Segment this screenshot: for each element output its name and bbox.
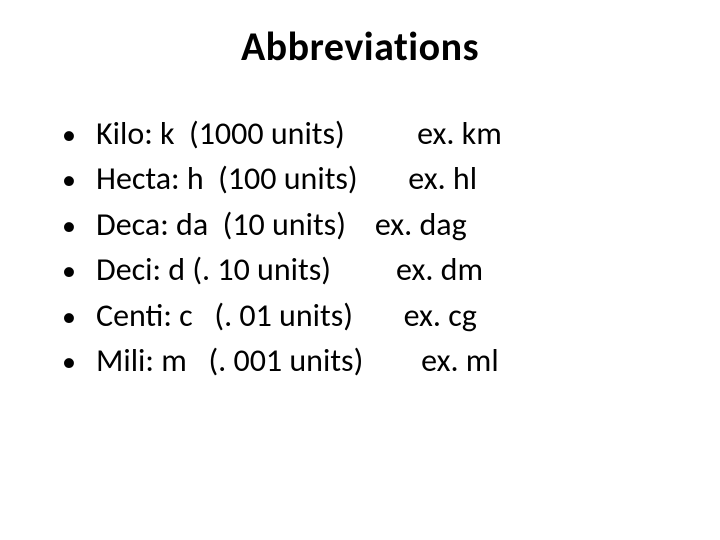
bullet-icon: • xyxy=(62,251,96,291)
bullet-icon: • xyxy=(62,297,96,337)
list-item: • Mili: m (. 001 units) ex. ml xyxy=(62,338,680,383)
item-example: ex. ml xyxy=(363,338,498,383)
slide: Abbreviations • Kilo: k (1000 units) ex.… xyxy=(0,0,720,540)
item-prefix: Deca: da (10 units) xyxy=(96,202,346,247)
item-example: ex. hl xyxy=(358,156,477,201)
item-prefix: Mili: m (. 001 units) xyxy=(96,338,363,383)
list-item: • Deci: d (. 10 units) ex. dm xyxy=(62,247,680,292)
item-example: ex. km xyxy=(345,111,502,156)
list-item: • Deca: da (10 units) ex. dag xyxy=(62,202,680,247)
item-prefix: Centi: c (. 01 units) xyxy=(96,293,353,338)
item-prefix: Hecta: h (100 units) xyxy=(96,156,358,201)
list-item: • Centi: c (. 01 units) ex. cg xyxy=(62,293,680,338)
list-item: • Hecta: h (100 units) ex. hl xyxy=(62,156,680,201)
list-item: • Kilo: k (1000 units) ex. km xyxy=(62,111,680,156)
item-example: ex. dag xyxy=(346,202,467,247)
item-example: ex. dm xyxy=(331,247,483,292)
bullet-icon: • xyxy=(62,115,96,155)
item-prefix: Deci: d (. 10 units) xyxy=(96,247,331,292)
slide-title: Abbreviations xyxy=(0,22,720,71)
item-prefix: Kilo: k (1000 units) xyxy=(96,111,345,156)
bullet-list: • Kilo: k (1000 units) ex. km • Hecta: h… xyxy=(0,111,720,384)
bullet-icon: • xyxy=(62,206,96,246)
bullet-icon: • xyxy=(62,342,96,382)
item-example: ex. cg xyxy=(353,293,477,338)
bullet-icon: • xyxy=(62,160,96,200)
